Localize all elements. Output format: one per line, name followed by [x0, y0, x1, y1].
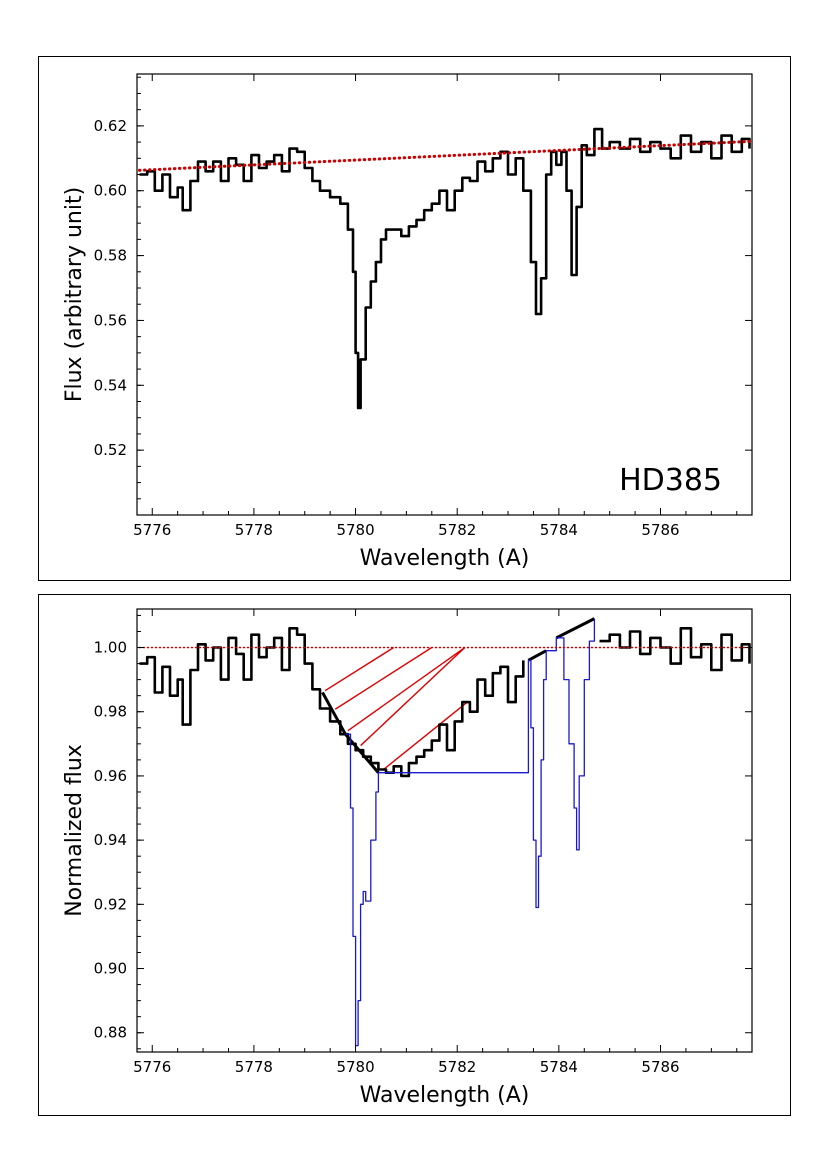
series-spectrum — [139, 127, 751, 410]
top-chart: 5776 5778 5780 5782 5784 5786 0.52 0.54 0.56 0.58… — [62, 73, 753, 571]
series-normalized-spectrum — [139, 627, 525, 778]
y-tick-label: 0.90 — [94, 960, 127, 978]
x-tick-label: 5780 — [336, 1058, 374, 1076]
x-tick-label: 5782 — [438, 521, 476, 539]
y-tick-label: 0.92 — [94, 895, 127, 913]
x-tick-label: 5786 — [641, 1058, 679, 1076]
series-normalized-spectrum-red — [599, 627, 751, 672]
bottom-chart-panel: 5776 5778 5780 5782 5784 5786 0.88 0.90 0.92 0.94… — [38, 594, 791, 1116]
x-tick-label: 5786 — [641, 521, 679, 539]
hatch-line — [360, 647, 466, 747]
y-tick-label: 0.96 — [94, 767, 127, 785]
y-tick-label: 0.62 — [94, 117, 127, 135]
x-tick-label: 5782 — [438, 1058, 476, 1076]
y-tick-label: 0.88 — [94, 1024, 127, 1042]
x-tick-label: 5776 — [133, 521, 171, 539]
x-tick-label: 5776 — [133, 1058, 171, 1076]
x-tick-label: 5780 — [336, 521, 374, 539]
series-narrow-features — [345, 618, 596, 1047]
hatch-line — [334, 646, 433, 710]
y-tick-label: 0.54 — [94, 376, 127, 394]
x-tick-label: 5778 — [235, 1058, 273, 1076]
x-tick-label: 5778 — [235, 521, 273, 539]
y-tick-label: 0.60 — [94, 182, 127, 200]
series-continuum — [138, 139, 751, 172]
y-tick-label: 1.00 — [94, 639, 127, 657]
hatch-line — [347, 646, 466, 732]
y-tick-label: 0.94 — [94, 831, 127, 849]
star-annotation: HD385 — [619, 463, 722, 498]
y-tick-label: 0.58 — [94, 247, 127, 265]
y-axis-title: Normalized flux — [62, 744, 87, 917]
hatch-line — [383, 701, 468, 771]
y-tick-label: 0.56 — [94, 311, 127, 329]
bottom-chart: 5776 5778 5780 5782 5784 5786 0.88 0.90 0.92 0.94… — [62, 608, 753, 1108]
y-tick-label: 0.98 — [94, 703, 127, 721]
x-tick-label: 5784 — [540, 521, 578, 539]
plot-frame — [136, 73, 753, 516]
hatch-line — [324, 646, 395, 692]
x-axis-title: Wavelength (A) — [360, 1083, 530, 1108]
top-chart-panel: 5776 5778 5780 5782 5784 5786 0.52 0.54 0.56 0.58… — [38, 56, 791, 581]
x-tick-label: 5784 — [540, 1058, 578, 1076]
y-axis-title: Flux (arbitrary unit) — [62, 187, 87, 402]
y-tick-label: 0.52 — [94, 441, 127, 459]
x-axis-title: Wavelength (A) — [360, 546, 530, 571]
series-local-continuum — [321, 617, 596, 774]
plot-frame — [136, 608, 753, 1053]
